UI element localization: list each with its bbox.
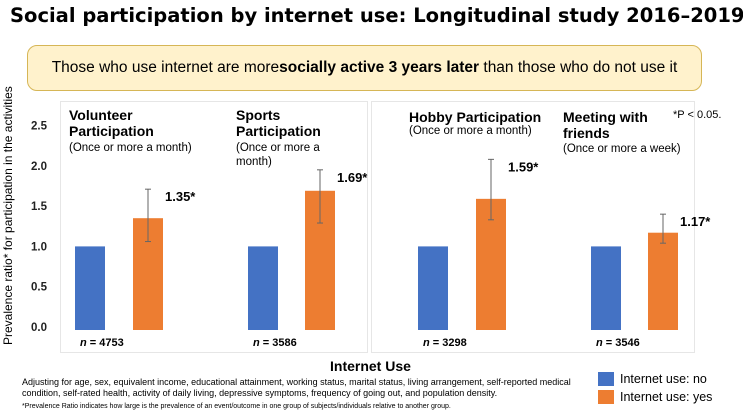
chart-panel-left: [60, 101, 368, 353]
panel-title-hobby: Hobby Participation: [409, 109, 542, 125]
significance-note: *P < 0.05.: [673, 109, 722, 121]
banner-text-before: Those who use internet are more: [51, 59, 280, 76]
y-tick-label: 1.0: [31, 241, 47, 253]
legend: Internet use: no Internet use: yes: [598, 370, 712, 406]
data-label: 1.59*: [508, 159, 539, 174]
data-label: 1.17*: [680, 214, 711, 229]
banner-text-bold: socially active 3 years later: [279, 59, 480, 76]
legend-swatch-no: [598, 371, 614, 386]
bar-internet-yes: [648, 232, 678, 330]
bar-internet-no: [418, 246, 448, 330]
bar-internet-yes: [476, 198, 506, 330]
sample-size-label: n = 3298: [423, 337, 467, 349]
bar-internet-no: [248, 246, 278, 330]
y-tick-label: 1.5: [31, 201, 48, 213]
sample-size-label: n = 4753: [80, 337, 124, 349]
y-tick-label: 2.5: [31, 121, 48, 133]
legend-item-yes: Internet use: yes: [598, 388, 712, 405]
data-label: 1.35*: [165, 189, 196, 204]
panel-title-volunteer: Volunteer Participation: [69, 107, 154, 139]
bar-internet-no: [591, 246, 621, 330]
panel-title-sports: Sports Participation: [236, 107, 321, 139]
y-tick-label: 2.0: [31, 161, 47, 173]
chart-panel-right: [371, 101, 695, 353]
bar-internet-no: [75, 246, 105, 330]
data-label: 1.69*: [337, 170, 368, 185]
prevalence-ratio-footnote: *Prevalence Ratio indicates how large is…: [22, 403, 451, 410]
banner-text-after: than those who do not use it: [479, 59, 678, 76]
x-axis-title: Internet Use: [330, 358, 411, 374]
panel-title-meeting: Meeting with friends: [563, 109, 648, 141]
y-tick-label: 0.0: [31, 322, 47, 334]
legend-label-yes: Internet use: yes: [620, 389, 713, 404]
legend-swatch-yes: [598, 389, 614, 404]
panel-subtitle-hobby: (Once or more a month): [409, 125, 532, 137]
sample-size-label: n = 3586: [253, 337, 297, 349]
summary-banner: Those who use internet are more socially…: [27, 45, 702, 91]
panel-subtitle-sports: (Once or more a month): [236, 142, 320, 168]
panel-subtitle-meeting: (Once or more a week): [563, 143, 681, 155]
adjustment-footnote: Adjusting for age, sex, equivalent incom…: [22, 377, 571, 398]
legend-label-no: Internet use: no: [620, 371, 707, 386]
legend-item-no: Internet use: no: [598, 370, 712, 387]
page-title: Social participation by internet use: Lo…: [10, 4, 743, 27]
sample-size-label: n = 3546: [596, 337, 640, 349]
y-tick-label: 0.5: [31, 282, 48, 294]
panel-subtitle-volunteer: (Once or more a month): [69, 142, 192, 154]
